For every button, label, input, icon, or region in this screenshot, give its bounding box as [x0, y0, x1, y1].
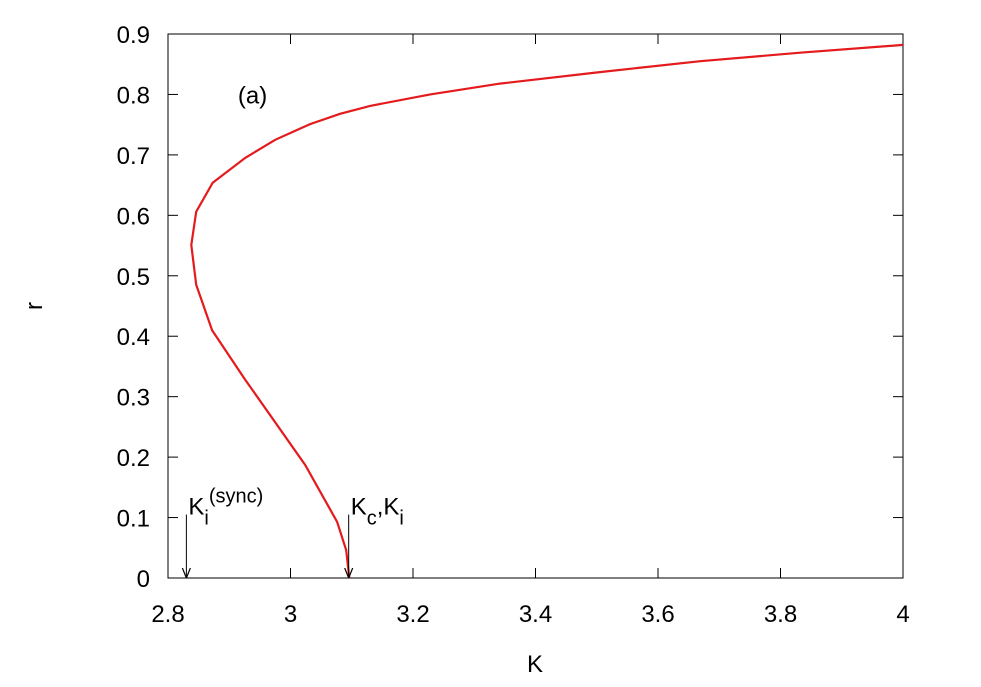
annotation: Ki(sync) — [188, 486, 263, 530]
y-tick-label: 0.2 — [117, 445, 150, 472]
y-tick-label: 0.3 — [117, 385, 150, 412]
y-tick-label: 0 — [137, 566, 150, 593]
x-tick-label: 3.6 — [641, 601, 674, 628]
y-tick-label: 0.4 — [117, 324, 150, 351]
annotation-part: i — [204, 508, 208, 530]
annotation: Kc,Ki — [351, 494, 404, 530]
y-tick-label: 0.6 — [117, 203, 150, 230]
annotation-part: K — [188, 494, 204, 521]
annotation-part: (sync) — [209, 486, 263, 508]
x-tick-label: 3 — [284, 601, 297, 628]
x-tick-label: 2.8 — [151, 601, 184, 628]
annotation-part: (a) — [238, 82, 267, 109]
x-tick-label: 3.2 — [396, 601, 429, 628]
y-tick-label: 0.1 — [117, 506, 150, 533]
y-tick-label: 0.8 — [117, 82, 150, 109]
annotation-part: K — [351, 494, 367, 521]
plot-frame — [167, 33, 904, 579]
annotation-part: ,K — [377, 494, 400, 521]
x-tick-label: 3.4 — [519, 601, 552, 628]
x-tick-label: 4 — [896, 601, 909, 628]
y-tick-label: 0.5 — [117, 264, 150, 291]
annotation: (a) — [238, 82, 267, 109]
annotation-part: c — [367, 508, 377, 530]
y-axis-label: r — [21, 302, 48, 310]
y-tick-label: 0.9 — [117, 22, 150, 49]
curve — [190, 43, 904, 579]
y-tick-label: 0.7 — [117, 143, 150, 170]
annotation-part: i — [399, 508, 403, 530]
x-tick-label: 3.8 — [764, 601, 797, 628]
x-axis-label: K — [527, 651, 543, 678]
